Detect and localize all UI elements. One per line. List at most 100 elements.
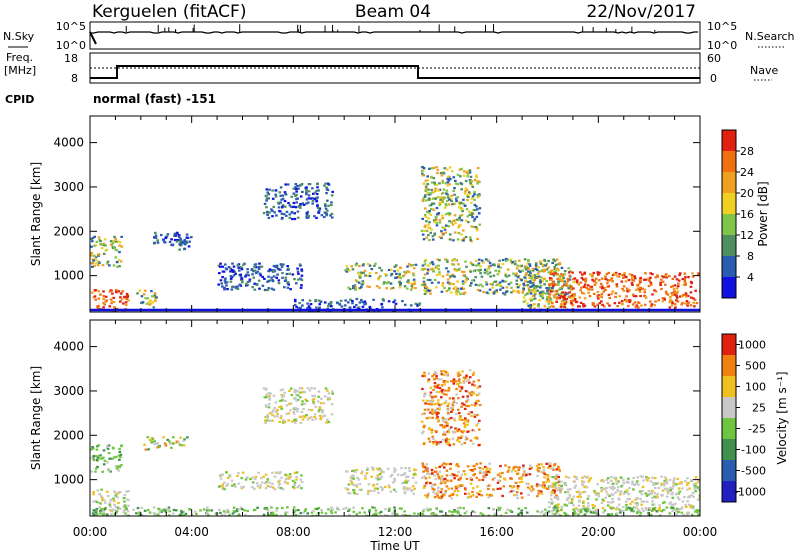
echo-cell [149, 302, 153, 305]
echo-cell [323, 211, 327, 214]
echo-cell [615, 514, 619, 516]
echo-cell [479, 283, 482, 286]
echo-cell [319, 414, 322, 417]
echo-cell [545, 462, 548, 465]
echo-cell [442, 188, 446, 191]
echo-cell [113, 490, 116, 493]
echo-cell [289, 402, 293, 405]
echo-cell [271, 209, 274, 212]
echo-cell [284, 276, 288, 279]
echo-cell [428, 394, 432, 397]
echo-cell [522, 287, 526, 291]
echo-cell [394, 469, 397, 472]
echo-cell [453, 399, 456, 402]
echo-cell [676, 477, 680, 481]
echo-cell [529, 272, 532, 275]
echo-cell [413, 487, 416, 490]
echo-cell [455, 494, 459, 497]
echo-cell [224, 281, 227, 284]
echo-cell [556, 296, 559, 299]
echo-cell [583, 513, 587, 516]
echo-cell [355, 513, 359, 516]
echo-cell [221, 483, 225, 486]
echo-cell [468, 392, 472, 395]
echo-cell [408, 467, 411, 470]
echo-cell [102, 512, 105, 515]
echo-cell [109, 243, 113, 246]
echo-cell [234, 272, 237, 275]
echo-cell [95, 507, 99, 511]
echo-cell [94, 258, 98, 262]
echo-cell [295, 399, 298, 402]
echo-cell [251, 476, 254, 479]
echo-cell [178, 243, 182, 246]
echo-cell [427, 437, 431, 440]
echo-cell [318, 406, 322, 409]
echo-cell [519, 270, 522, 273]
echo-cell [551, 280, 555, 283]
echo-cell [433, 474, 436, 477]
echo-cell [269, 392, 272, 395]
echo-cell [438, 235, 442, 239]
echo-cell [226, 508, 229, 511]
echo-cell [651, 293, 654, 296]
echo-cell [591, 303, 595, 306]
echo-cell [325, 192, 328, 195]
echo-cell [579, 492, 582, 495]
echo-cell [478, 419, 481, 422]
echo-cell [434, 187, 437, 190]
echo-cell [563, 511, 566, 514]
echo-cell [630, 507, 634, 511]
echo-cell [96, 306, 100, 310]
echo-cell [497, 507, 501, 510]
echo-cell [558, 469, 561, 472]
echo-cell [549, 278, 552, 281]
echo-cell [327, 398, 330, 401]
echo-cell [315, 200, 319, 203]
echo-cell [256, 270, 259, 273]
echo-cell [473, 384, 476, 387]
echo-cell [347, 483, 351, 486]
echo-cell [535, 268, 539, 272]
echo-cell [577, 513, 580, 516]
echo-cell [380, 302, 384, 306]
echo-cell [171, 243, 175, 246]
echo-cell [675, 513, 678, 516]
echo-cell [112, 264, 116, 267]
echo-cell [678, 508, 682, 511]
echo-cell [178, 248, 181, 251]
echo-cell [642, 278, 646, 281]
echo-cell [564, 475, 568, 478]
echo-cell [509, 260, 513, 263]
echo-cell [407, 281, 411, 285]
echo-cell [102, 449, 106, 452]
echo-cell [431, 400, 434, 403]
echo-cell [472, 225, 476, 229]
echo-cell [517, 469, 520, 472]
echo-cell [240, 508, 244, 511]
echo-cell [683, 278, 687, 281]
echo-cell [421, 510, 425, 513]
echo-cell [378, 286, 381, 289]
echo-cell [300, 183, 303, 186]
echo-cell [696, 486, 699, 489]
echo-cell [460, 219, 464, 222]
echo-cell [118, 241, 122, 244]
echo-cell [531, 281, 535, 285]
echo-cell [651, 489, 654, 492]
echo-cell [630, 275, 634, 278]
echo-cell [528, 289, 531, 292]
echo-cell [116, 492, 120, 495]
echo-cell [437, 383, 440, 386]
echo-cell [438, 259, 441, 262]
echo-cell [427, 378, 431, 381]
echo-cell [281, 272, 284, 275]
echo-cell [589, 510, 593, 513]
echo-cell [447, 389, 450, 392]
echo-cell [649, 276, 652, 279]
echo-cell [452, 263, 456, 266]
echo-cell [360, 299, 363, 302]
echo-cell [279, 399, 282, 402]
echo-cell [664, 283, 667, 286]
echo-cell [656, 275, 659, 278]
